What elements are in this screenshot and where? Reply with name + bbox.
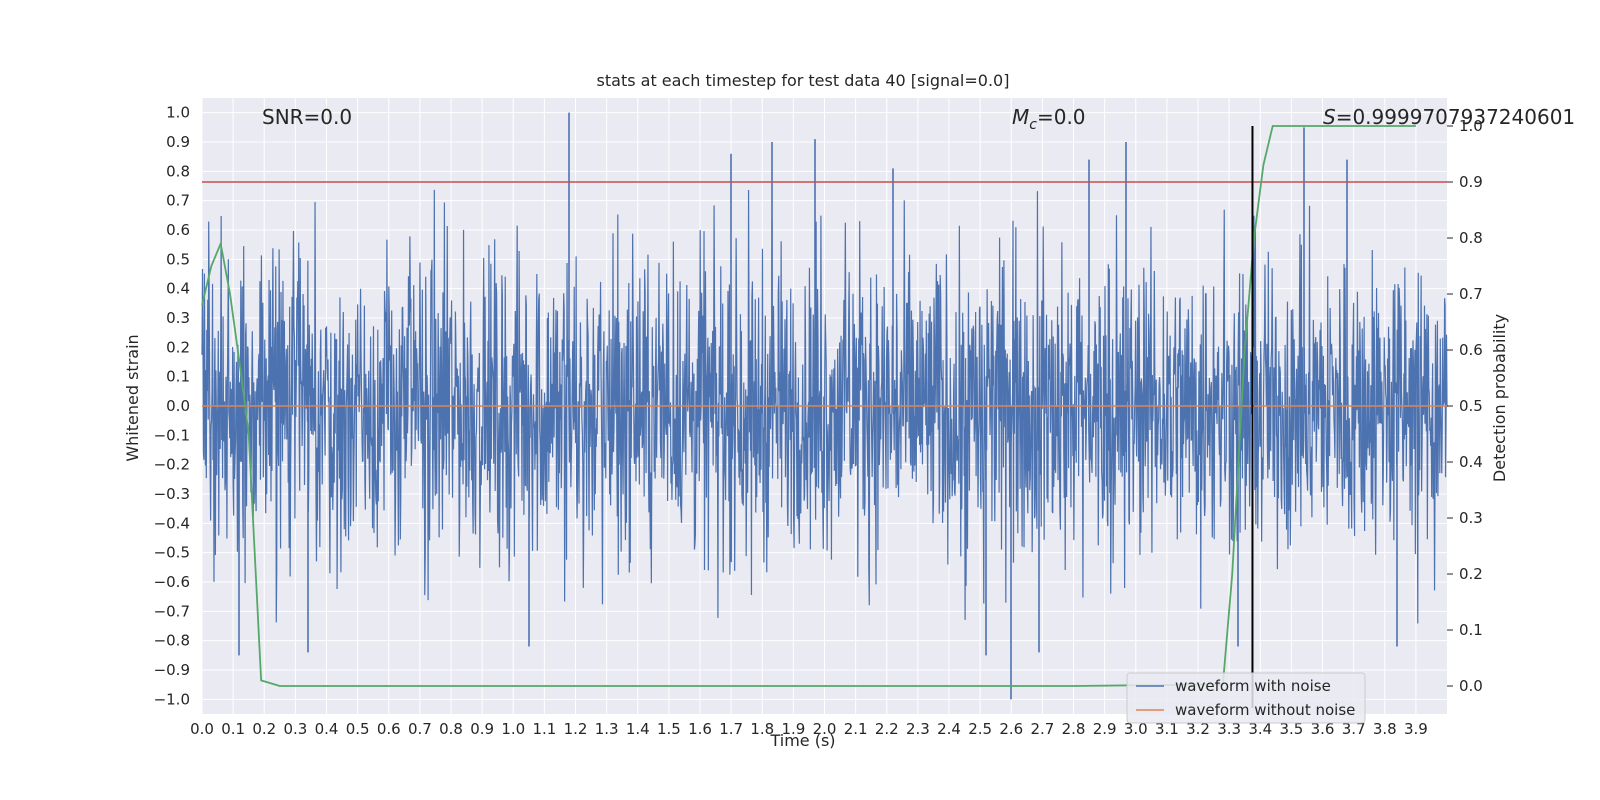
y-tick-label: −1.0: [154, 690, 190, 708]
y-tick-label: 0.9: [166, 133, 190, 151]
x-tick-label: 2.8: [1062, 720, 1086, 738]
x-tick-label: 2.2: [875, 720, 899, 738]
x-tick-label: 0.0: [190, 720, 214, 738]
x-tick-label: 0.4: [315, 720, 339, 738]
x-tick-label: 2.4: [937, 720, 961, 738]
x-tick-label: 1.1: [532, 720, 556, 738]
x-tick-label: 0.6: [377, 720, 401, 738]
detection-probability-line: [201, 125, 1416, 687]
y2-tick-label: 0.1: [1459, 621, 1483, 639]
waveform-with-noise-line: [201, 189, 1448, 624]
chart-title: stats at each timestep for test data 40 …: [597, 71, 1010, 90]
y-tick-label: −0.1: [154, 426, 190, 444]
x-tick-label: 0.8: [439, 720, 463, 738]
y-tick-label: −0.5: [154, 544, 190, 562]
s-symbol: S: [1323, 105, 1336, 129]
y-tick-label: −0.3: [154, 485, 190, 503]
y-tick-label: 0.0: [166, 397, 190, 415]
y2-axis-label: Detection probability: [1490, 314, 1509, 482]
x-tick-label: 2.3: [906, 720, 930, 738]
y-tick-label: −0.6: [154, 573, 190, 591]
x-tick-label: 2.9: [1093, 720, 1117, 738]
noise-series: [201, 112, 1448, 700]
legend-label-clean: waveform without noise: [1175, 701, 1355, 719]
x-tick-label: 1.7: [719, 720, 743, 738]
s-annotation: S=0.9999707937240601: [1323, 105, 1575, 129]
x-tick-label: 3.3: [1217, 720, 1241, 738]
x-tick-label: 0.3: [283, 720, 307, 738]
x-tick-label: 0.5: [346, 720, 370, 738]
y-tick-label: 1.0: [166, 104, 190, 122]
x-tick-label: 1.2: [564, 720, 588, 738]
y-tick-labels: 1.0 0.9 0.8 0.7 0.6 0.5 0.4 0.3 0.2 0.1 0.0 −0.1 −0.…: [154, 104, 190, 709]
x-tick-label: 3.2: [1186, 720, 1210, 738]
y2-tick-label: 0.8: [1459, 229, 1483, 247]
legend-label-noise: waveform with noise: [1175, 677, 1331, 695]
x-tick-label: 2.1: [844, 720, 868, 738]
x-tick-label: 0.2: [252, 720, 276, 738]
y-tick-label: −0.2: [154, 456, 190, 474]
snr-annotation: SNR=0.0: [262, 105, 352, 129]
mc-symbol: M: [1012, 105, 1029, 129]
x-tick-label: 3.8: [1373, 720, 1397, 738]
x-tick-label: 2.0: [813, 720, 837, 738]
x-axis-label: Time (s): [769, 731, 835, 750]
x-tick-label: 3.6: [1311, 720, 1335, 738]
y2-tick-label: 0.6: [1459, 341, 1483, 359]
mc-value: =0.0: [1037, 105, 1086, 129]
y-tick-label: 0.8: [166, 162, 190, 180]
x-tick-label: 1.8: [750, 720, 774, 738]
x-tick-label: 1.3: [595, 720, 619, 738]
x-tick-label: 3.1: [1155, 720, 1179, 738]
x-tick-label: 3.4: [1248, 720, 1272, 738]
x-tick-label: 0.7: [408, 720, 432, 738]
y-tick-label: 0.7: [166, 192, 190, 210]
x-tick-label: 1.0: [501, 720, 525, 738]
y2-tick-label: 0.0: [1459, 677, 1483, 695]
y2-tick-label: 0.4: [1459, 453, 1483, 471]
x-tick-label: 3.9: [1404, 720, 1428, 738]
x-tick-labels: 0.0 0.1 0.2 0.3 0.4 0.5 0.6 0.7 0.8 0.9 1.0 1.1 1.2 1…: [190, 720, 1428, 738]
x-tick-label: 1.4: [626, 720, 650, 738]
legend-box: [1126, 672, 1366, 724]
x-tick-label: 3.5: [1279, 720, 1303, 738]
y2-tick-label: 0.3: [1459, 509, 1483, 527]
series-lines: [201, 125, 1447, 708]
y-tick-label: −0.7: [154, 602, 190, 620]
y-tick-label: 0.3: [166, 309, 190, 327]
s-value: =0.9999707937240601: [1336, 105, 1575, 129]
y-tick-label: −0.4: [154, 514, 190, 532]
x-tick-label: 2.6: [999, 720, 1023, 738]
x-tick-label: 1.5: [657, 720, 681, 738]
y2-tick-label: 0.7: [1459, 285, 1483, 303]
y-tick-label: −0.9: [154, 661, 190, 679]
y-tick-label: −0.8: [154, 632, 190, 650]
x-tick-label: 1.9: [781, 720, 805, 738]
y-tick-label: 0.1: [166, 368, 190, 386]
x-tick-label: 0.1: [221, 720, 245, 738]
y-tick-label: 0.5: [166, 250, 190, 268]
y2-tick-label: 1.0: [1459, 117, 1483, 135]
y2-tick-labels: 1.0 0.9 0.8 0.7 0.6 0.5 0.4 0.3 0.2 0.1 0.0: [1447, 117, 1483, 695]
x-tick-label: 3.0: [1124, 720, 1148, 738]
y2-tick-label: 0.2: [1459, 565, 1483, 583]
mc-annotation: Mc=0.0: [1012, 105, 1086, 133]
y-tick-label: 0.4: [166, 280, 190, 298]
x-tick-label: 0.9: [470, 720, 494, 738]
x-tick-label: 3.7: [1342, 720, 1366, 738]
x-tick-label: 2.7: [1030, 720, 1054, 738]
y-tick-label: 0.2: [166, 338, 190, 356]
y-axis-label: Whitened strain: [123, 334, 142, 461]
y2-tick-label: 0.9: [1459, 173, 1483, 191]
mc-subscript: c: [1029, 117, 1037, 133]
y-tick-label: 0.6: [166, 221, 190, 239]
x-tick-label: 1.6: [688, 720, 712, 738]
x-tick-label: 2.5: [968, 720, 992, 738]
legend: waveform with noise waveform without noi…: [1126, 672, 1366, 724]
y2-tick-label: 0.5: [1459, 397, 1483, 415]
